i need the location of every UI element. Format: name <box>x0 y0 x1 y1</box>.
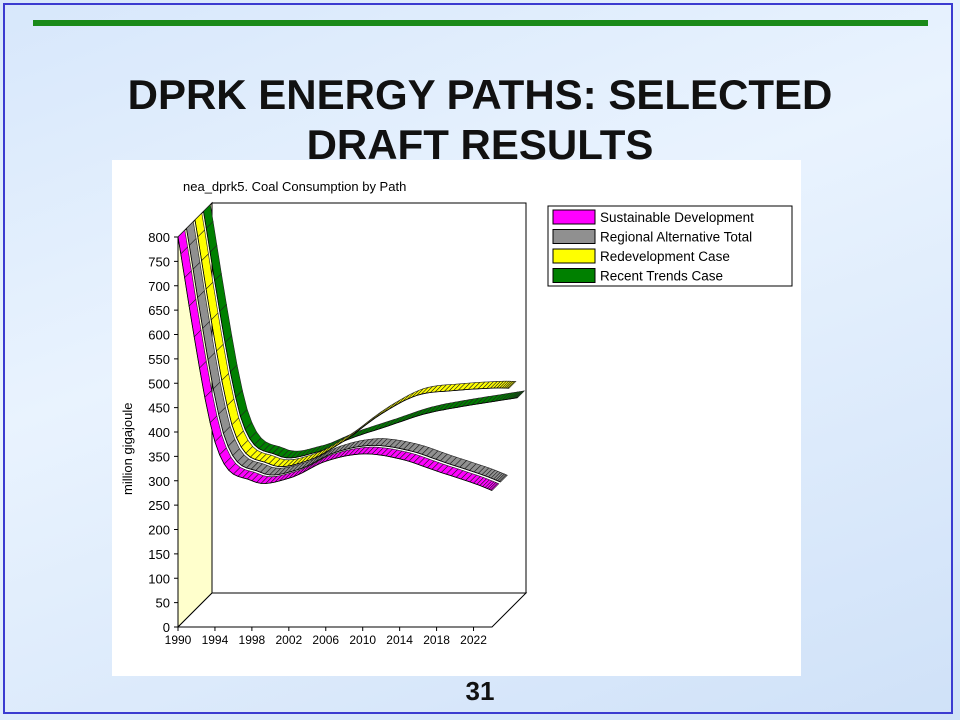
legend-label: Regional Alternative Total <box>600 230 752 245</box>
series-ribbon <box>203 204 526 459</box>
x-tick-label: 2022 <box>460 633 487 647</box>
series-ribbon <box>186 221 508 483</box>
title-rule <box>33 20 928 26</box>
x-tick-label: 2018 <box>423 633 450 647</box>
legend-label: Sustainable Development <box>600 210 754 225</box>
series-ribbon <box>194 212 517 468</box>
page-number: 31 <box>465 676 495 706</box>
ribbon-edge <box>177 236 493 491</box>
y-tick-label: 550 <box>148 352 170 367</box>
y-tick-label: 250 <box>148 498 170 513</box>
y-tick-label: 300 <box>148 474 170 489</box>
y-tick-label: 0 <box>163 620 170 635</box>
y-tick-label: 600 <box>148 328 170 343</box>
chart-title: nea_dprk5. Coal Consumption by Path <box>183 179 406 194</box>
x-tick-label: 2006 <box>312 633 339 647</box>
y-axis: 0 50 100 150 200 250 300 350 400 450 500 550 600 650 7… <box>148 230 178 635</box>
x-tick-label: 2010 <box>349 633 376 647</box>
ribbon-edge <box>194 219 509 468</box>
legend-swatch <box>552 209 596 225</box>
y-tick-label: 150 <box>148 547 170 562</box>
slide-frame <box>3 3 953 714</box>
y-tick-label: 800 <box>148 230 170 245</box>
x-tick-label: 1990 <box>165 633 192 647</box>
x-tick-label: 1994 <box>202 633 229 647</box>
legend-swatch <box>552 268 596 283</box>
y-tick-label: 650 <box>148 303 170 318</box>
x-tick-label: 2014 <box>386 633 413 647</box>
legend-swatch <box>552 229 596 244</box>
floor <box>176 592 528 628</box>
x-axis: 1990 1994 1998 2002 2006 2010 2014 2018 2022 <box>165 627 487 647</box>
ribbon-edge <box>203 211 518 459</box>
legend-label: Recent Trends Case <box>600 269 723 284</box>
x-tick-label: 2002 <box>275 633 302 647</box>
x-tick-label: 1998 <box>239 633 266 647</box>
y-tick-label: 100 <box>148 571 170 586</box>
slide-title-line-1: DPRK ENERGY PATHS: SELECTED <box>127 71 833 118</box>
y-tick-label: 700 <box>148 279 170 294</box>
y-tick-label: 400 <box>148 425 170 440</box>
legend-label: Redevelopment Case <box>600 249 730 264</box>
series-ribbon <box>177 229 500 491</box>
chart-panel: 0 50 100 150 200 250 300 350 400 450 500 550 600 650 7… <box>112 160 801 676</box>
coal-consumption-chart: 0 50 100 150 200 250 300 350 400 450 500 550 600 650 7… <box>120 179 793 647</box>
y-tick-label: 750 <box>148 254 170 269</box>
y-tick-label: 50 <box>156 596 170 611</box>
y-tick-label: 500 <box>148 376 170 391</box>
ribbon-edge <box>186 228 501 483</box>
y-axis-label: million gigajoule <box>120 403 135 496</box>
slide-title: DPRK ENERGY PATHS: SELECTED DRAFT RESULT… <box>40 70 920 170</box>
y-tick-label: 350 <box>148 449 170 464</box>
chart-legend: Sustainable Development Regional Alternat… <box>547 205 793 287</box>
series-ribbons <box>177 204 526 491</box>
y-tick-label: 200 <box>148 523 170 538</box>
legend-swatch <box>552 248 596 264</box>
y-tick-label: 450 <box>148 401 170 416</box>
